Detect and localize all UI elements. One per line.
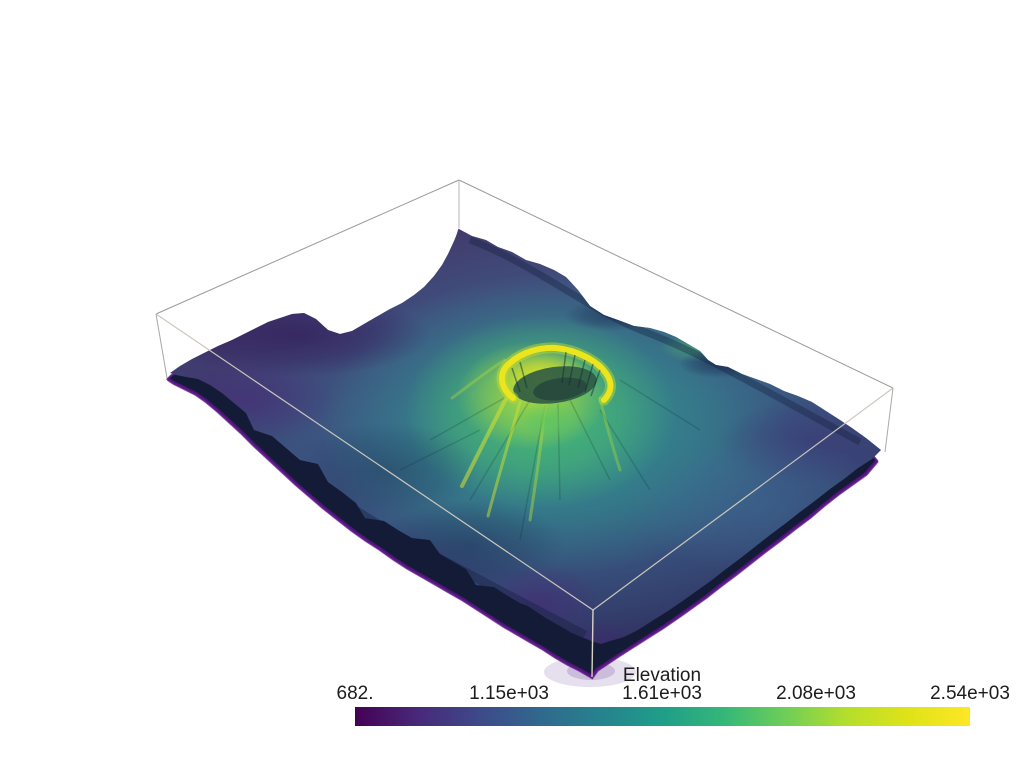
scalar-bar-tick-label-0: 682. — [336, 683, 374, 704]
crater-outflow — [516, 402, 580, 438]
scalar-bar-tick-label-2: 1.61e+03 — [622, 683, 702, 704]
crater-wall-striations — [511, 351, 601, 397]
box-edge-top-front-left — [155, 313, 594, 611]
crater-rim — [499, 344, 614, 403]
scalar-bar-gradient — [355, 707, 970, 726]
terrain-back-shadow-band — [468, 236, 862, 446]
bounding-box-back-edges — [155, 179, 894, 389]
crater-floor-shadow — [533, 377, 587, 401]
box-edge-vertical-left — [155, 313, 168, 379]
box-edge-top-back-right — [458, 179, 894, 389]
box-edge-top-front-right — [592, 387, 894, 611]
bounding-box-front-edges — [155, 313, 894, 678]
scalar-bar-tick-label-1: 1.15e+03 — [469, 683, 549, 704]
scalar-bar-tick-label-3: 2.08e+03 — [776, 683, 856, 704]
scalar-bar-tick-label-4: 2.54e+03 — [930, 683, 1010, 704]
scalar-bar-swatch — [355, 707, 970, 726]
crater — [496, 342, 616, 438]
terrain-skirt-purple-rim — [166, 377, 879, 680]
drainage-streaks — [399, 379, 701, 541]
box-edge-vertical-front — [591, 609, 594, 678]
box-edge-vertical-right — [884, 387, 894, 453]
box-edge-top-back-left — [155, 179, 460, 315]
terrain-mesh — [166, 228, 881, 680]
scalar-bar-title: Elevation — [622, 665, 702, 686]
